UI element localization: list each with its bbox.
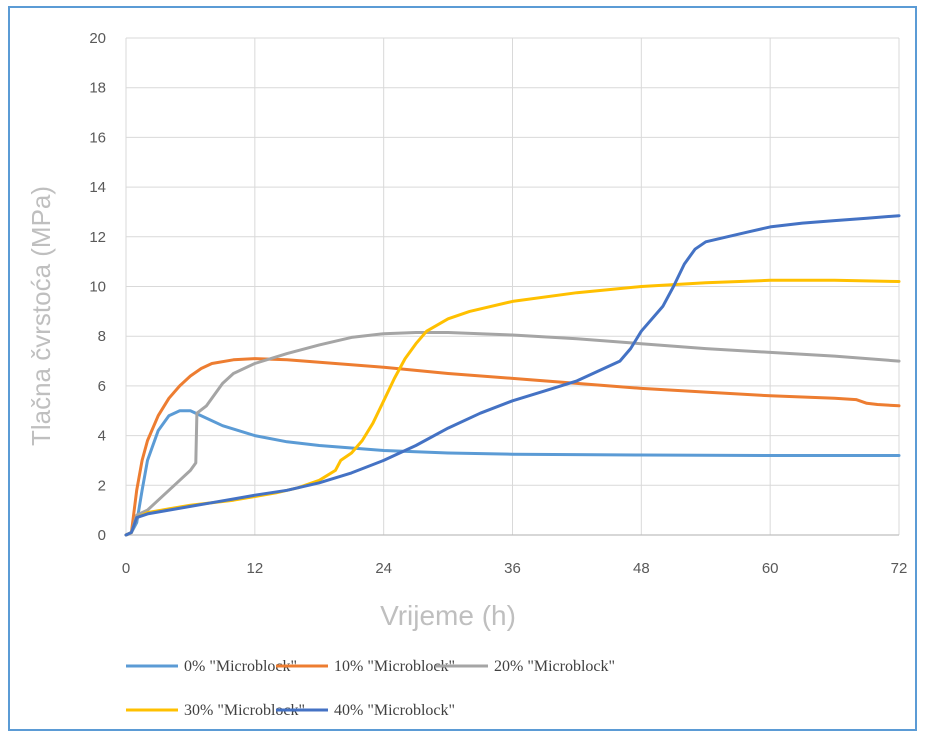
series-layer [124,214,901,537]
legend-label: 20% "Microblock" [494,658,615,675]
legend: 0% "Microblock" 10% "Microblock" 20% "Micr… [126,658,615,719]
y-tick-label: 6 [98,378,106,395]
x-tick-label: 48 [633,560,650,577]
y-tick-label: 8 [98,328,106,345]
x-tick-label: 12 [246,560,263,577]
y-tick-label: 12 [89,229,106,246]
y-tick-label: 2 [98,477,106,494]
legend-item-2: 20% "Microblock" [436,658,615,675]
x-axis-title: Vrijeme (h) [380,600,516,631]
legend-item-4: 40% "Microblock" [276,702,455,719]
legend-label: 10% "Microblock" [334,658,455,675]
x-tick-label: 36 [504,560,521,577]
gridlines [125,37,900,536]
y-tick-label: 20 [89,30,106,47]
y-tick-label: 10 [89,279,106,296]
series-line-2 [124,331,901,537]
legend-label: 0% "Microblock" [184,658,297,675]
series-line-0 [124,409,901,537]
y-tick-label: 4 [98,428,106,445]
y-tick-label: 0 [98,527,106,544]
y-tick-label: 16 [89,129,106,146]
x-tick-label: 60 [762,560,779,577]
x-tick-label: 0 [122,560,130,577]
series-line-1 [124,357,901,537]
x-tick-label: 24 [375,560,392,577]
legend-item-3: 30% "Microblock" [126,702,305,719]
legend-item-0: 0% "Microblock" [126,658,297,675]
legend-item-1: 10% "Microblock" [276,658,455,675]
legend-label: 40% "Microblock" [334,702,455,719]
series-line-4 [124,214,901,537]
y-tick-label: 18 [89,80,106,97]
chart-frame [8,6,917,731]
y-axis-title: Tlačna čvrstoća (MPa) [26,186,56,446]
legend-label: 30% "Microblock" [184,702,305,719]
x-tick-label: 72 [891,560,908,577]
y-tick-label: 14 [89,179,106,196]
